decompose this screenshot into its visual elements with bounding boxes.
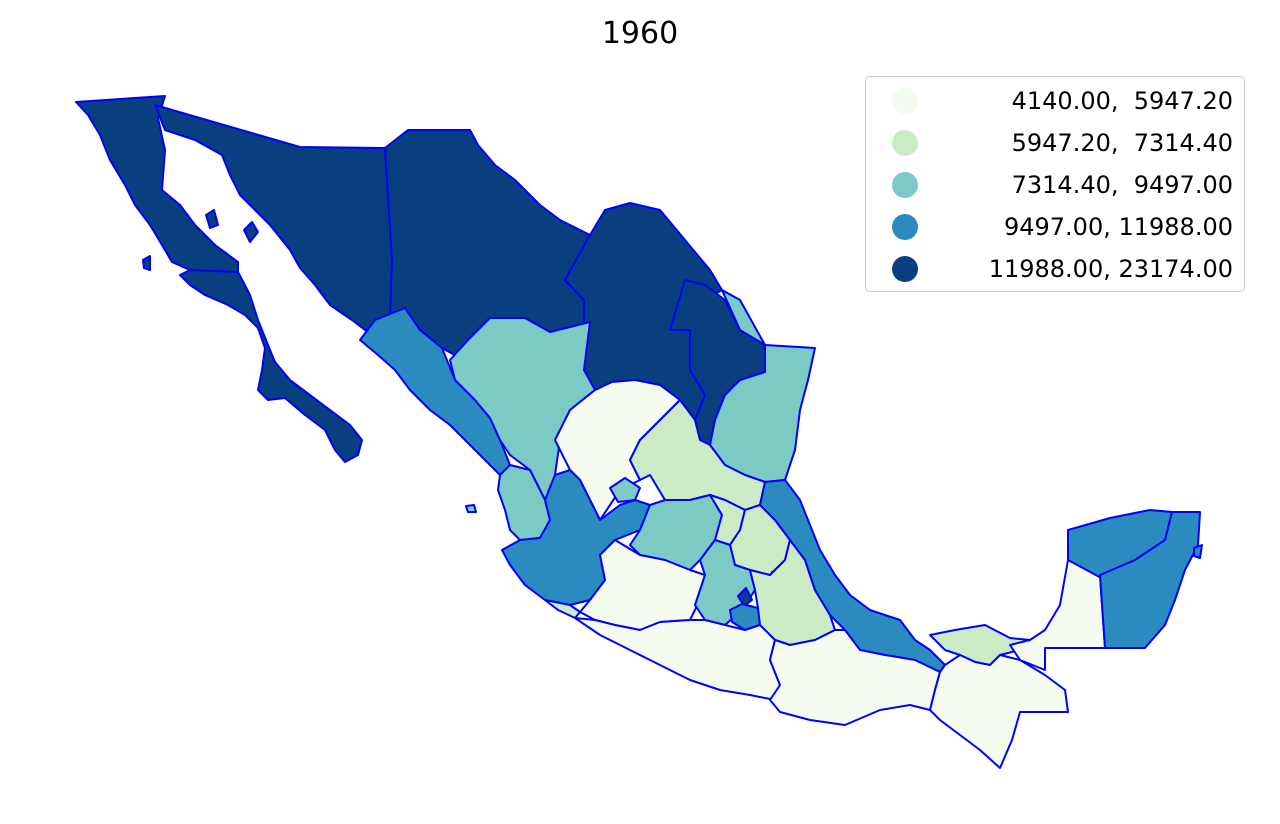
region-island-marias[interactable] [465,504,477,513]
legend-item: 11988.00, 23174.00 [866,249,1246,289]
region-aguascalientes[interactable] [609,477,641,503]
map-title: 1960 [601,16,679,51]
legend-label-3: 7314.40, 9497.00 [996,171,1233,199]
legend-label-4: 9497.00, 11988.00 [988,213,1233,241]
legend-label-1: 4140.00, 5947.20 [996,87,1233,115]
legend-item: 9497.00, 11988.00 [866,207,1246,247]
region-tabasco[interactable] [929,624,1031,666]
legend-item: 5947.20, 7314.40 [866,123,1246,163]
legend-label-5: 11988.00, 23174.00 [988,255,1233,283]
legend-swatch-1 [892,88,918,114]
region-colima[interactable] [544,599,581,619]
legend-item: 4140.00, 5947.20 [866,81,1246,121]
legend: 4140.00, 5947.20 5947.20, 7314.40 7314.4… [865,76,1245,292]
legend-swatch-4 [892,214,918,240]
region-quintana-roo[interactable] [1099,511,1201,649]
legend-label-2: 5947.20, 7314.40 [996,129,1233,157]
legend-swatch-2 [892,130,918,156]
region-island-cozumel[interactable] [1193,544,1203,559]
region-island-angel[interactable] [205,209,219,229]
region-chiapas[interactable] [929,654,1069,769]
region-distrito-federal[interactable] [737,587,753,607]
region-island-cedros[interactable] [142,255,151,271]
legend-swatch-3 [892,172,918,198]
region-island-tiburon[interactable] [243,221,259,243]
region-campeche[interactable] [1009,559,1106,671]
legend-swatch-5 [892,256,918,282]
region-baja-california-sur[interactable] [179,269,363,463]
legend-item: 7314.40, 9497.00 [866,165,1246,205]
region-guerrero[interactable] [574,617,781,701]
